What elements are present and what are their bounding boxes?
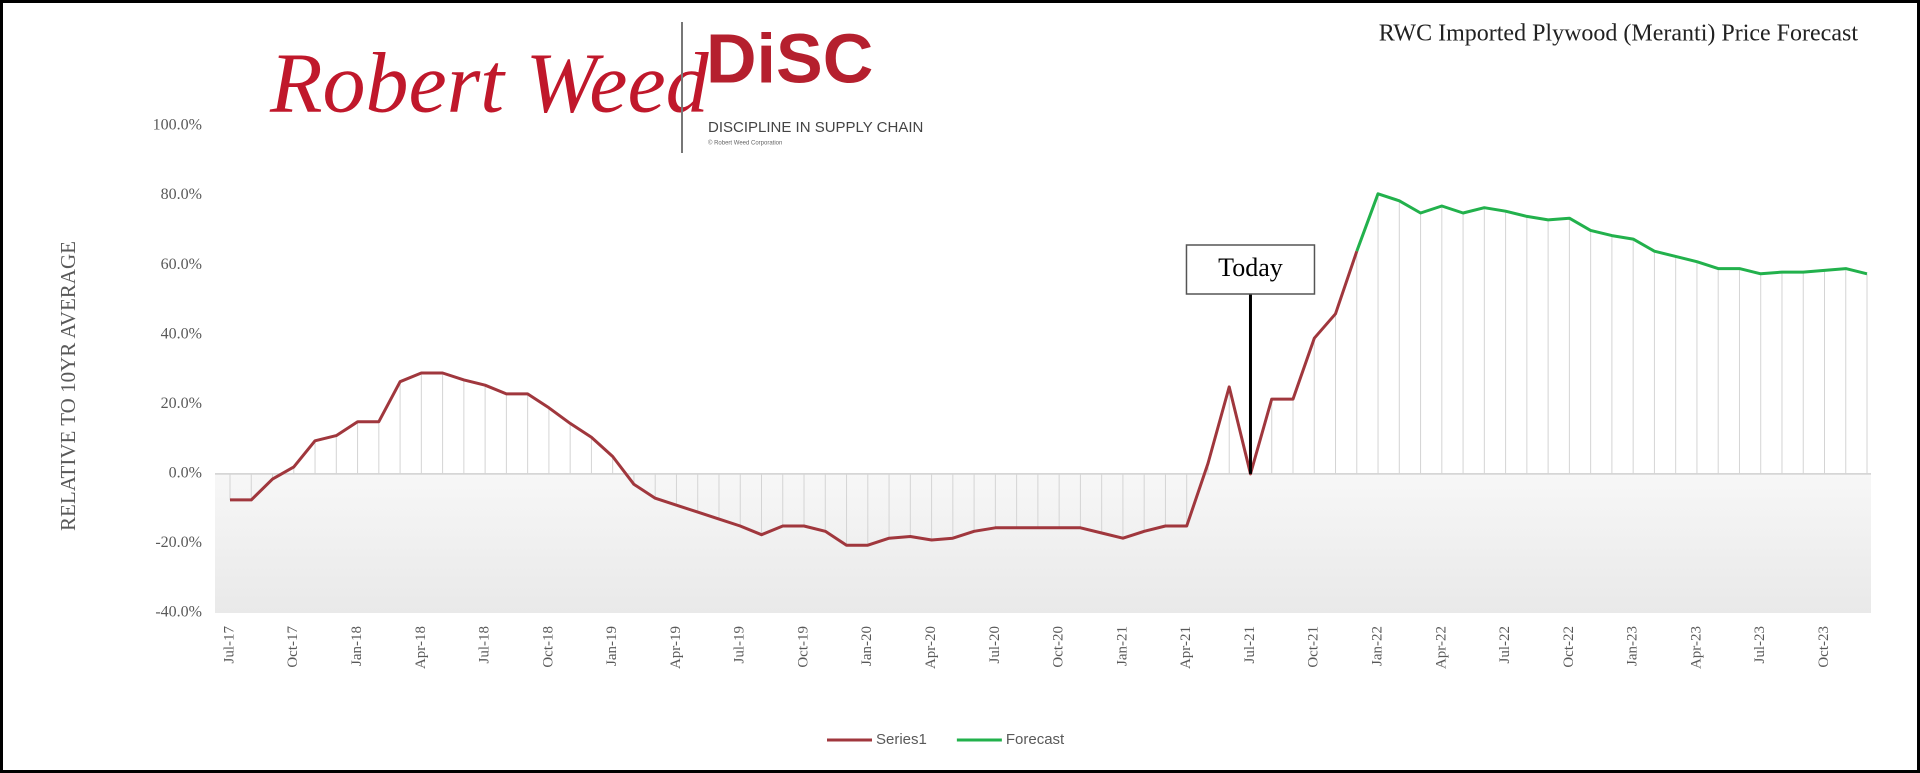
y-tick-label: -40.0% <box>155 604 202 621</box>
x-tick-label: Jul-21 <box>1242 626 1258 664</box>
y-tick-label: 20.0% <box>161 395 202 412</box>
disc-logo: DiSC <box>706 19 873 97</box>
y-tick-label: 80.0% <box>161 186 202 203</box>
y-tick-label: 0.0% <box>169 465 202 482</box>
y-tick-label: 60.0% <box>161 256 202 273</box>
x-tick-label: Oct-21 <box>1306 626 1322 668</box>
x-tick-label: Jul-20 <box>987 626 1003 664</box>
x-tick-label: Apr-18 <box>413 626 429 669</box>
x-tick-label: Apr-23 <box>1688 626 1704 669</box>
x-tick-label: Jan-18 <box>349 626 365 666</box>
y-tick-label: 40.0% <box>161 325 202 342</box>
x-tick-label: Jan-20 <box>859 626 875 666</box>
x-tick-label: Jul-22 <box>1497 626 1513 664</box>
x-tick-label: Apr-21 <box>1178 626 1194 669</box>
x-tick-label: Jan-23 <box>1625 626 1641 666</box>
y-tick-label: 100.0% <box>153 117 202 134</box>
x-tick-label: Oct-17 <box>285 626 301 668</box>
x-tick-label: Jul-19 <box>732 626 748 664</box>
x-tick-label: Jul-18 <box>477 626 493 664</box>
y-tick-label: -20.0% <box>155 534 202 551</box>
x-tick-label: Oct-23 <box>1816 626 1832 668</box>
negative-shade <box>215 473 1871 613</box>
annotation-text: Today <box>1218 253 1283 282</box>
x-tick-label: Oct-18 <box>540 626 556 668</box>
y-axis-title: RELATIVE TO 10YR AVERAGE <box>56 241 80 531</box>
series-line <box>1355 192 1868 276</box>
x-tick-label: Oct-22 <box>1561 626 1577 668</box>
copyright: © Robert Weed Corporation <box>708 140 782 147</box>
legend-label: Series1 <box>876 731 927 748</box>
x-tick-label: Jul-17 <box>221 626 237 664</box>
x-tick-label: Jul-23 <box>1752 626 1768 664</box>
x-tick-label: Jan-22 <box>1369 626 1385 666</box>
x-tick-label: Jan-21 <box>1114 626 1130 666</box>
x-tick-label: Apr-22 <box>1433 626 1449 669</box>
x-tick-label: Oct-19 <box>795 626 811 668</box>
tagline: DISCIPLINE IN SUPPLY CHAIN <box>708 119 923 136</box>
legend-label: Forecast <box>1006 731 1065 748</box>
series-line <box>230 250 1359 547</box>
x-tick-label: Jan-19 <box>604 626 620 666</box>
x-tick-label: Oct-20 <box>1051 626 1067 668</box>
brand-logo: Robert Weed <box>269 35 710 131</box>
x-tick-label: Apr-19 <box>668 626 684 669</box>
annotation-box <box>1185 244 1316 295</box>
chart-title: RWC Imported Plywood (Meranti) Price For… <box>1379 21 1859 47</box>
x-tick-label: Apr-20 <box>923 626 939 669</box>
